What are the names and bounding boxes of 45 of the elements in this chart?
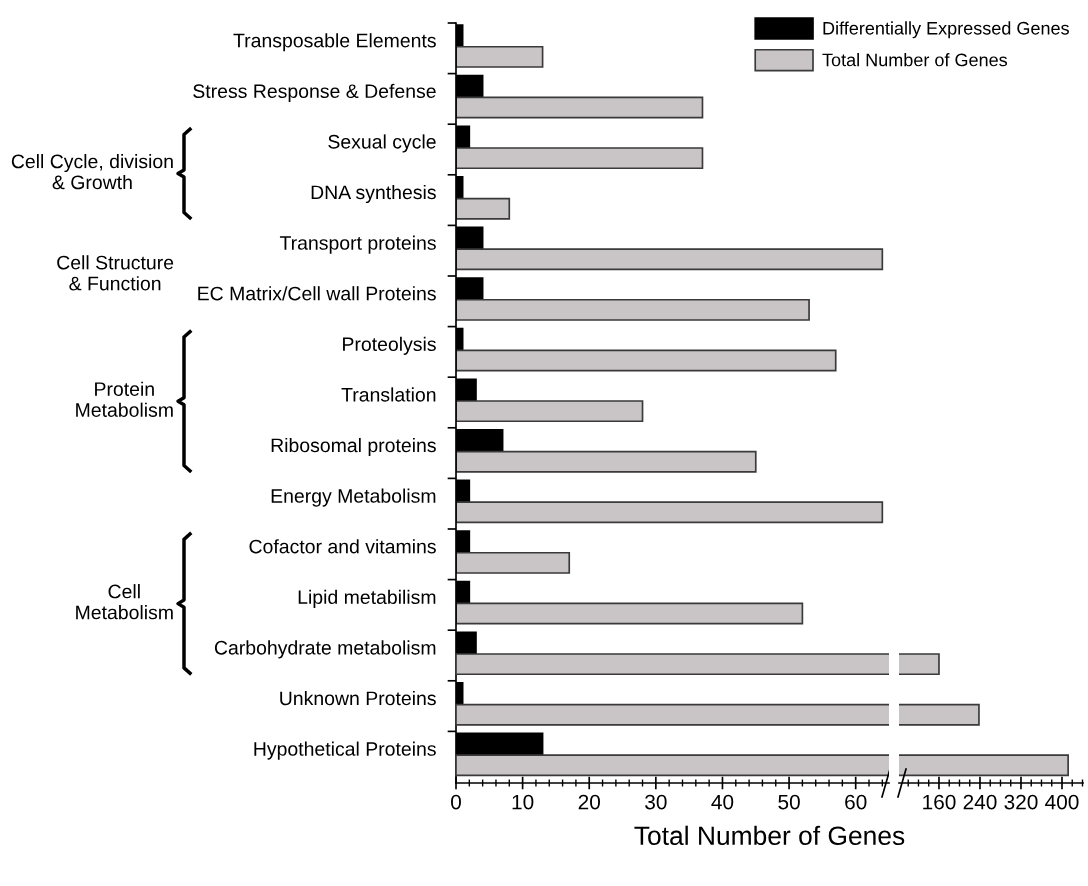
text: Cell Cycle, division & Growth xyxy=(11,154,173,190)
bar xyxy=(456,96,704,119)
bar xyxy=(456,248,884,271)
bar xyxy=(456,501,884,524)
bar xyxy=(456,45,544,68)
y-tick-label: Unknown Proteins xyxy=(280,690,436,706)
y-tick-label: Energy Metabolism xyxy=(271,488,436,507)
text: Cell Metabolism xyxy=(76,584,173,620)
y-tick-label: Sexual cycle xyxy=(328,134,436,153)
y-tick-label: Ribosomal proteins xyxy=(271,437,436,457)
x-tick-label: 50 xyxy=(778,794,800,810)
bar xyxy=(456,450,757,473)
y-tick-label: Transport proteins xyxy=(279,235,436,254)
x-tick-label: 160 xyxy=(923,794,956,810)
y-tick-label: Lipid metabilism xyxy=(298,589,436,608)
x-tick-label: 40 xyxy=(711,794,734,810)
y-tick-label: Proteolysis xyxy=(343,336,436,355)
bar xyxy=(456,349,837,372)
y-tick-label: Translation xyxy=(341,387,436,402)
y-tick-label: DNA synthesis xyxy=(311,184,436,204)
bar xyxy=(456,298,810,321)
x-axis-title: Total Number of Genes xyxy=(634,825,905,846)
bar xyxy=(456,197,511,220)
legend-label: Differentially Expressed Genes xyxy=(823,21,1069,39)
x-tick-label: 320 xyxy=(1004,794,1038,810)
text: Cell Structure & Function xyxy=(57,255,174,291)
bar xyxy=(456,147,704,170)
y-tick-label: Cofactor and vitamins xyxy=(249,539,436,554)
bar xyxy=(456,551,571,574)
x-tick-label: 240 xyxy=(963,794,997,810)
x-tick-label: 400 xyxy=(1045,794,1079,810)
x-tick-label: 30 xyxy=(645,794,667,810)
legend-label: Total Number of Genes xyxy=(822,53,1008,67)
x-tick-label: 20 xyxy=(578,794,600,810)
y-tick-label: Carbohydrate metabolism xyxy=(214,640,436,659)
bar xyxy=(456,400,644,423)
bar xyxy=(456,602,804,625)
y-tick-label: Stress Response & Defense xyxy=(193,83,436,102)
y-tick-label: EC Matrix/Cell wall Proteins xyxy=(198,286,436,301)
y-tick-label: Transposable Elements xyxy=(233,33,436,52)
text: Protein Metabolism xyxy=(76,381,173,417)
y-tick-label: Hypothetical Proteins xyxy=(254,741,436,760)
x-tick-label: 0 xyxy=(451,794,461,810)
x-tick-label: 60 xyxy=(845,794,867,810)
x-tick-label: 10 xyxy=(512,794,534,810)
